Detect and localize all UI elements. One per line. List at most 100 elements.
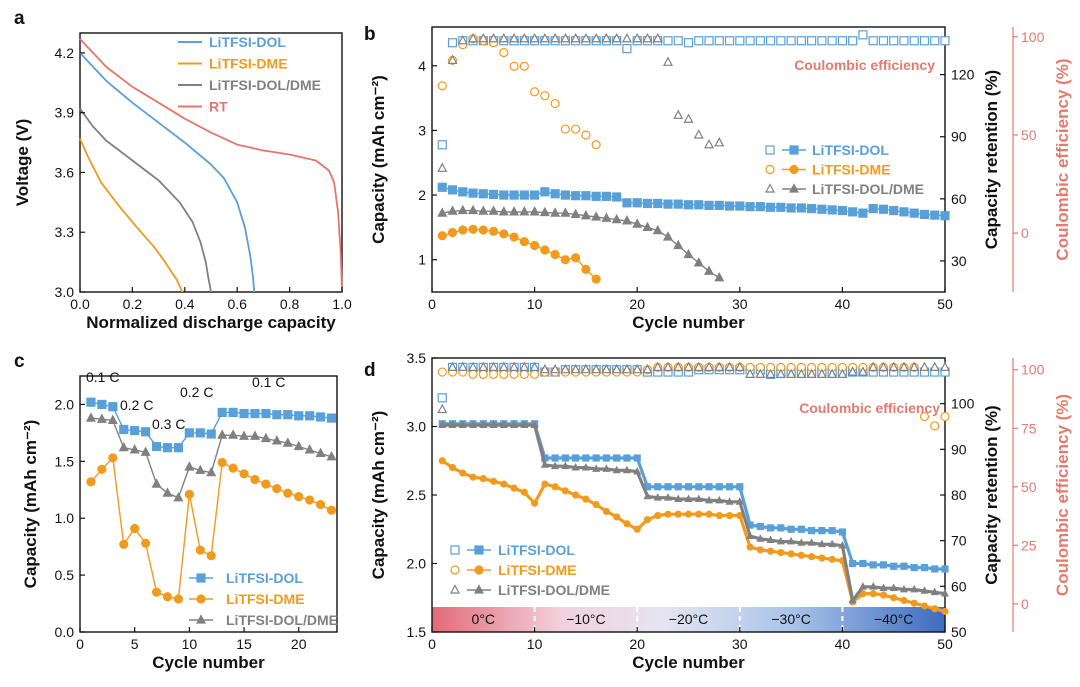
ce-marker bbox=[704, 36, 714, 46]
x-tick-label: 40 bbox=[835, 296, 851, 312]
capacity-marker bbox=[776, 536, 785, 545]
ce-marker bbox=[940, 411, 950, 422]
x-axis-title: Cycle number bbox=[632, 653, 745, 672]
data-marker bbox=[294, 411, 304, 421]
ce-marker bbox=[437, 81, 447, 91]
capacity-marker bbox=[488, 226, 499, 236]
capacity-marker bbox=[694, 200, 704, 210]
ce-marker bbox=[529, 87, 540, 97]
ce-marker bbox=[632, 33, 643, 43]
data-marker bbox=[217, 429, 228, 439]
capacity-marker bbox=[468, 204, 479, 215]
data-marker bbox=[228, 429, 239, 439]
ce-marker bbox=[581, 130, 591, 140]
capacity-marker bbox=[828, 527, 836, 535]
data-marker bbox=[326, 451, 337, 461]
capacity-marker bbox=[633, 454, 641, 462]
capacity-marker bbox=[746, 531, 755, 539]
capacity-marker bbox=[623, 520, 631, 528]
capacity-marker bbox=[438, 457, 446, 465]
data-marker bbox=[141, 427, 151, 437]
ce-marker bbox=[468, 369, 478, 379]
ce-marker bbox=[539, 33, 550, 43]
capacity-marker bbox=[931, 605, 939, 613]
data-marker bbox=[119, 424, 129, 435]
capacity-marker bbox=[765, 202, 776, 212]
ce-marker bbox=[478, 33, 489, 43]
capacity-marker bbox=[715, 511, 723, 520]
panel-letter-b: b bbox=[364, 24, 376, 45]
capacity-marker bbox=[756, 522, 764, 531]
ce-marker bbox=[591, 33, 602, 43]
capacity-marker bbox=[613, 513, 621, 521]
capacity-marker bbox=[787, 536, 796, 545]
y2-tick-label: 60 bbox=[951, 578, 967, 594]
capacity-marker bbox=[622, 198, 632, 208]
legend-filled-marker bbox=[789, 183, 799, 193]
ce-marker bbox=[909, 361, 920, 371]
capacity-marker bbox=[725, 483, 734, 491]
x-tick-label: 30 bbox=[732, 636, 748, 652]
data-marker bbox=[271, 435, 282, 445]
capacity-marker bbox=[837, 205, 848, 216]
data-marker bbox=[239, 430, 250, 440]
ce-marker bbox=[930, 36, 940, 46]
capacity-marker bbox=[447, 227, 458, 238]
ce-marker bbox=[509, 369, 519, 379]
capacity-marker bbox=[529, 206, 540, 216]
capacity-marker bbox=[499, 420, 508, 428]
ce-marker bbox=[571, 124, 581, 134]
capacity-marker bbox=[674, 494, 683, 502]
data-marker bbox=[250, 474, 260, 485]
capacity-marker bbox=[695, 483, 703, 491]
ce-marker bbox=[898, 361, 909, 371]
data-marker bbox=[118, 441, 129, 452]
y-tick-label: 3 bbox=[418, 122, 426, 138]
data-marker bbox=[184, 461, 195, 471]
y-tick-label: 1.0 bbox=[55, 510, 75, 526]
capacity-marker bbox=[509, 190, 519, 200]
ce-marker bbox=[642, 363, 653, 374]
capacity-marker bbox=[858, 582, 867, 590]
ce-marker bbox=[601, 363, 612, 374]
capacity-marker bbox=[653, 198, 663, 209]
capacity-marker bbox=[673, 199, 683, 209]
data-marker bbox=[86, 477, 96, 487]
capacity-marker bbox=[890, 562, 898, 570]
capacity-marker bbox=[643, 516, 652, 524]
ce-marker bbox=[683, 38, 694, 48]
capacity-marker bbox=[469, 473, 477, 481]
ce-marker bbox=[868, 361, 879, 371]
capacity-marker bbox=[930, 587, 939, 596]
capacity-marker bbox=[499, 229, 509, 239]
capacity-marker bbox=[817, 204, 827, 214]
y3-tick-label: 75 bbox=[1021, 420, 1037, 436]
data-marker bbox=[228, 463, 238, 473]
capacity-marker bbox=[591, 211, 602, 221]
rate-label: 0.1 C bbox=[252, 374, 285, 390]
capacity-marker bbox=[818, 554, 826, 562]
capacity-marker bbox=[848, 595, 857, 604]
capacity-marker bbox=[437, 207, 448, 217]
y2-tick-label: 50 bbox=[951, 624, 967, 640]
ce-marker bbox=[591, 363, 602, 374]
legend-filled-marker bbox=[789, 145, 799, 155]
legend-marker bbox=[196, 594, 206, 604]
capacity-marker bbox=[601, 191, 612, 201]
ce-marker bbox=[714, 137, 725, 147]
capacity-marker bbox=[582, 495, 590, 503]
y3-tick-label: 100 bbox=[1021, 362, 1045, 378]
capacity-marker bbox=[766, 535, 775, 544]
ce-marker bbox=[570, 33, 581, 43]
x-tick-label: 0 bbox=[428, 636, 436, 652]
x-tick-label: 1.0 bbox=[332, 296, 352, 312]
capacity-marker bbox=[869, 582, 878, 590]
capacity-marker bbox=[540, 245, 550, 255]
capacity-marker bbox=[652, 224, 663, 235]
ce-marker bbox=[796, 36, 806, 46]
data-marker bbox=[96, 413, 107, 423]
y-tick-label: 4 bbox=[418, 58, 426, 74]
capacity-marker bbox=[889, 205, 899, 216]
x-tick-label: 30 bbox=[732, 296, 748, 312]
ce-marker bbox=[580, 33, 591, 43]
